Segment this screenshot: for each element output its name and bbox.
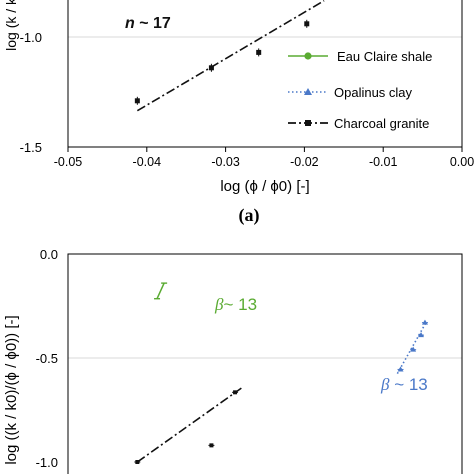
- legend-marker-opalinus: [304, 88, 312, 95]
- panel-b-y-tick-labels: 0.0 -0.5 -1.0: [36, 247, 58, 470]
- x-tick-label: 0.00: [450, 155, 474, 169]
- data-point-charcoal: [135, 460, 140, 464]
- legend-label-opalinus: Opalinus clay: [334, 85, 413, 100]
- annotation-n-italic: n: [125, 15, 135, 32]
- legend-marker-eau-claire: [304, 52, 312, 60]
- panel-a-x-tick-labels: -0.05 -0.04 -0.03 -0.02 -0.01 0.00: [54, 147, 474, 169]
- series-line-eau-claire: [156, 282, 165, 300]
- fit-line-opalinus-clay: [396, 321, 428, 374]
- beta-italic-green: β: [214, 295, 224, 314]
- data-point-charcoal: [208, 65, 214, 71]
- panel-a-label: (a): [239, 205, 260, 226]
- legend-item-opalinus: Opalinus clay: [288, 85, 413, 100]
- panel-b-fit-lines: [136, 321, 428, 463]
- panel-b-plot-frame: [67, 253, 463, 474]
- panel-b-y-axis-label: log ((k / k0)/(ϕ / ϕ0)) [-]: [3, 315, 20, 464]
- x-tick-label: -0.01: [369, 155, 398, 169]
- annotation-n-value: ~ 17: [135, 15, 171, 32]
- y-tick-label: -1.5: [20, 140, 42, 155]
- y-tick-label: -0.5: [36, 351, 58, 366]
- x-tick-label: -0.05: [54, 155, 83, 169]
- legend-item-eau-claire: Eau Claire shale: [288, 49, 432, 64]
- panel-b-beta-annotation-eau-claire: β~ 13: [214, 295, 257, 314]
- legend-item-charcoal: Charcoal granite: [288, 116, 429, 131]
- fit-line-charcoal: [136, 0, 325, 112]
- panel-a-data-points: [134, 19, 310, 105]
- panel-a-plot-frame: [67, 0, 463, 148]
- panel-b: 0.0-0.5-1.0 log ((k / k0)/(ϕ / ϕ0)) [-] …: [3, 247, 463, 474]
- data-point-charcoal: [134, 98, 140, 104]
- legend-label-eau-claire: Eau Claire shale: [337, 49, 432, 64]
- data-point-charcoal: [304, 21, 310, 27]
- panel-a-y-tick-labels: -1.0 -1.5: [20, 30, 42, 155]
- panel-a: -0.05 -0.04 -0.03 -0.02 -0.01 0.00 -1.0 -1.5 l…: [3, 0, 474, 226]
- y-tick-label: -1.0: [36, 455, 58, 470]
- fit-line-charcoal-granite: [136, 387, 242, 463]
- legend-label-charcoal: Charcoal granite: [334, 116, 429, 131]
- panel-a-fit-lines: [136, 0, 325, 112]
- x-tick-label: -0.02: [290, 155, 319, 169]
- data-point-charcoal: [233, 390, 238, 395]
- panel-a-legend: Eau Claire shale Opalinus clay Charcoal …: [288, 49, 432, 131]
- panel-a-x-axis-label: log (ϕ / ϕ0) [-]: [220, 178, 309, 195]
- y-tick-label: 0.0: [40, 247, 58, 262]
- panel-b-beta-annotation-opalinus: β ~ 13: [380, 375, 428, 394]
- legend-marker-charcoal: [305, 120, 311, 126]
- panel-b-data-points: [134, 282, 428, 464]
- beta-italic-blue: β: [380, 375, 390, 394]
- panel-a-y-axis-label: log (k / k0) [-]: [3, 0, 19, 51]
- panel-a-n-annotation: n ~ 17: [125, 15, 171, 32]
- beta-value-blue: ~ 13: [389, 375, 427, 394]
- data-point-charcoal: [256, 49, 262, 55]
- beta-value-green: ~ 13: [223, 295, 257, 314]
- y-tick-label: -1.0: [20, 30, 42, 45]
- x-tick-label: -0.03: [211, 155, 240, 169]
- x-tick-label: -0.04: [133, 155, 162, 169]
- data-point-charcoal: [209, 443, 214, 448]
